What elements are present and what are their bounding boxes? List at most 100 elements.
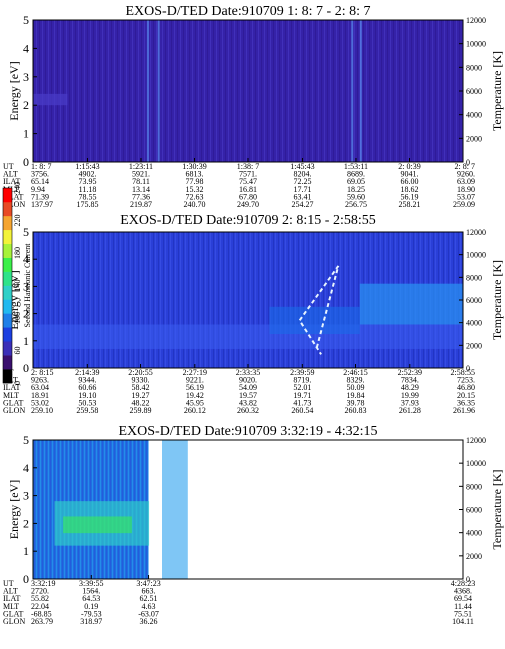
table-cell: 2:58:55 <box>451 368 475 377</box>
table-cell: 2:39:59 <box>290 368 314 377</box>
table-cell: 39.78 <box>347 398 365 407</box>
table-cell: 16.81 <box>239 185 257 194</box>
y-axis-label: Energy [eV] <box>7 61 21 120</box>
table-cell: 9221. <box>186 376 204 385</box>
spectrogram-panel-1: EXOS-D/TED Date:910709 1: 8: 7 - 2: 8: 7… <box>3 4 504 209</box>
y-tick-label: 1 <box>23 334 29 348</box>
table-cell: 37.93 <box>401 398 419 407</box>
table-cell: 53.07 <box>457 192 475 201</box>
colorbar-tick-label: 0 <box>13 381 22 385</box>
panel-title: EXOS-D/TED Date:910709 2: 8:15 - 2:58:55 <box>120 213 375 228</box>
y-tick-label: 5 <box>23 225 29 239</box>
table-cell: 8719. <box>293 376 311 385</box>
table-cell: 19.42 <box>186 391 204 400</box>
table-cell: 260.12 <box>184 406 206 415</box>
table-cell: 2:27:19 <box>183 368 207 377</box>
table-cell: 13.14 <box>132 185 150 194</box>
y-right-tick-label: 6000 <box>466 296 482 305</box>
spectral-streak <box>157 20 160 162</box>
table-row-label: UT <box>3 579 14 588</box>
y-right-tick-label: 4000 <box>466 111 482 120</box>
table-cell: 63.04 <box>31 383 49 392</box>
table-cell: 260.54 <box>291 406 313 415</box>
colorbar-swatch <box>3 299 12 314</box>
table-cell: 36.35 <box>457 398 475 407</box>
table-cell: 663. <box>142 587 156 596</box>
table-cell: 18.91 <box>31 391 49 400</box>
table-cell: 137.97 <box>31 200 53 209</box>
table-cell: 7834. <box>401 376 419 385</box>
table-cell: 258.21 <box>398 200 420 209</box>
y-right-tick-label: 12000 <box>466 16 486 25</box>
table-cell: 1:45:43 <box>290 162 314 171</box>
table-cell: 63.09 <box>457 177 475 186</box>
orbit-parameter-table: UTALTILATMLTGLATGLON2: 8:159263.63.0418.… <box>3 368 475 415</box>
colorbar-swatch <box>3 215 12 231</box>
table-cell: 1:23:11 <box>129 162 153 171</box>
colorbar-frame <box>2 187 13 384</box>
table-cell: 2: 0:39 <box>398 162 420 171</box>
table-cell: 260.83 <box>345 406 367 415</box>
table-cell: 20.15 <box>457 391 475 400</box>
table-cell: 318.97 <box>80 617 102 626</box>
table-cell: 50.53 <box>78 398 96 407</box>
y-right-tick-label: 4000 <box>466 319 482 328</box>
table-cell: 73.95 <box>78 177 96 186</box>
table-cell: 4.63 <box>142 602 156 611</box>
colorbar-swatch <box>3 257 12 272</box>
table-cell: 2: 8: 7 <box>455 162 475 171</box>
table-cell: 1:30:39 <box>182 162 206 171</box>
table-cell: 46.80 <box>457 383 475 392</box>
y-tick-label: 4 <box>23 461 29 475</box>
table-cell: 259.10 <box>31 406 53 415</box>
y-right-tick-label: 8000 <box>466 63 482 72</box>
y-tick-label: 3 <box>23 70 29 84</box>
table-cell: 18.25 <box>347 185 365 194</box>
table-row-label: ILAT <box>3 594 20 603</box>
table-cell: 59.60 <box>347 192 365 201</box>
table-cell: 8329. <box>347 376 365 385</box>
table-cell: 19.10 <box>78 391 96 400</box>
colorbar-swatch <box>3 341 12 356</box>
y-right-tick-label: 2000 <box>466 341 482 350</box>
spectral-streak <box>146 20 149 162</box>
table-cell: 3:32:19 <box>31 579 55 588</box>
y-right-tick-label: 0 <box>466 575 470 584</box>
y-tick-label: 2 <box>23 516 29 530</box>
table-cell: 67.80 <box>239 192 257 201</box>
table-cell: 1:15:43 <box>75 162 99 171</box>
y-right-tick-label: 2000 <box>466 552 482 561</box>
table-cell: 19.57 <box>239 391 257 400</box>
table-cell: -63.07 <box>138 609 159 618</box>
table-cell: 261.96 <box>453 406 475 415</box>
table-cell: 43.82 <box>239 398 257 407</box>
table-row-label: GLON <box>3 200 25 209</box>
table-cell: 62.51 <box>140 594 158 603</box>
colorbar-swatch <box>3 201 12 217</box>
table-cell: 6813. <box>185 170 203 179</box>
y-tick-label: 1 <box>23 127 29 141</box>
table-row-label: GLON <box>3 617 25 626</box>
colorbar-tick-label: 100 <box>13 312 22 324</box>
table-cell: 9330. <box>132 376 150 385</box>
colorbar-tick-label: 220 <box>13 215 22 227</box>
table-cell: 261.28 <box>399 406 421 415</box>
table-cell: 260.32 <box>237 406 259 415</box>
table-cell: 19.99 <box>401 391 419 400</box>
table-cell: 1: 8: 7 <box>31 162 51 171</box>
table-cell: 17.71 <box>293 185 311 194</box>
table-cell: 11.44 <box>454 602 472 611</box>
table-cell: 9260. <box>457 170 475 179</box>
table-cell: 259.58 <box>76 406 98 415</box>
y-right-tick-label: 0 <box>466 158 470 167</box>
table-cell: 48.22 <box>132 398 150 407</box>
table-cell: 4368. <box>454 587 472 596</box>
y-right-tick-label: 2000 <box>466 134 482 143</box>
orbit-parameter-table: UTALTILATMLTGLATGLON1: 8: 73756.65.149.9… <box>3 162 475 209</box>
panel-title: EXOS-D/TED Date:910709 3:32:19 - 4:32:15 <box>119 424 378 439</box>
table-cell: 9.94 <box>31 185 45 194</box>
table-cell: 72.63 <box>185 192 203 201</box>
table-row-label: ALT <box>3 587 18 596</box>
